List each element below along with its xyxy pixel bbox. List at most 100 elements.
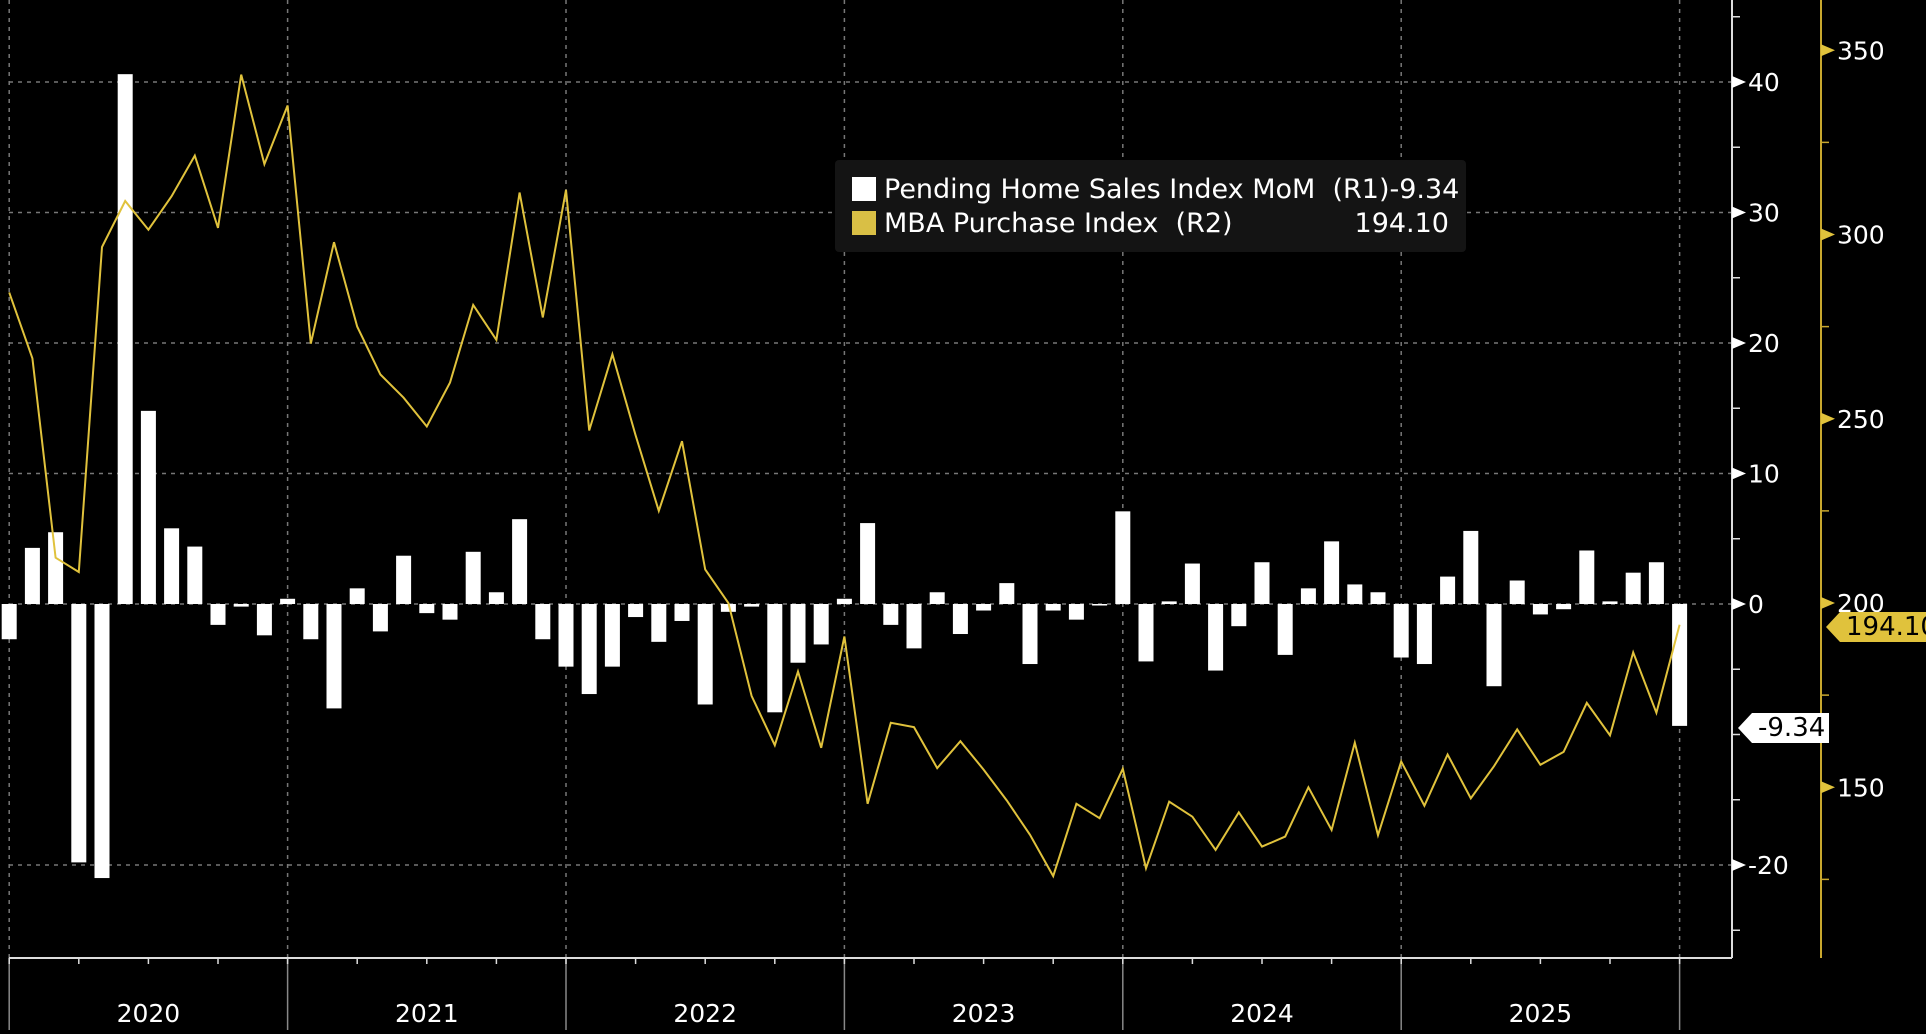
r1-tick-label: 10 xyxy=(1748,460,1780,489)
legend-value: -9.34 xyxy=(1389,173,1460,205)
bar-pending-home-sales xyxy=(164,528,180,604)
bar-pending-home-sales xyxy=(1579,550,1595,604)
bar-pending-home-sales xyxy=(1486,604,1502,687)
bar-pending-home-sales xyxy=(1115,511,1131,604)
bar-pending-home-sales xyxy=(1254,562,1270,604)
bar-pending-home-sales xyxy=(1532,604,1548,615)
r1-tick-arrow xyxy=(1732,76,1746,88)
bar-pending-home-sales xyxy=(396,555,412,604)
bar-pending-home-sales xyxy=(1,604,17,640)
legend-item-mba-purchase: MBA Purchase Index (R2) 194.10 xyxy=(852,207,1449,239)
bar-pending-home-sales xyxy=(465,551,481,604)
legend-swatch-yellow xyxy=(852,211,876,235)
bar-pending-home-sales xyxy=(535,604,551,640)
bar-pending-home-sales xyxy=(674,604,690,621)
r2-tick-arrow xyxy=(1821,228,1835,241)
x-tick-label-2021: 2021 xyxy=(395,999,459,1028)
r2-tick-label: 300 xyxy=(1837,221,1885,250)
r2-tick-label: 150 xyxy=(1837,773,1885,802)
bar-pending-home-sales xyxy=(604,604,620,667)
bar-pending-home-sales xyxy=(1509,580,1525,604)
x-tick-label-2024: 2024 xyxy=(1230,999,1294,1028)
bar-pending-home-sales xyxy=(488,592,504,604)
bar-pending-home-sales xyxy=(419,604,435,614)
r1-tick-label: 20 xyxy=(1748,329,1780,358)
bar-pending-home-sales xyxy=(999,583,1015,604)
bar-pending-home-sales xyxy=(233,604,249,607)
r1-tick-arrow xyxy=(1732,598,1746,610)
bar-pending-home-sales xyxy=(628,604,644,618)
bar-pending-home-sales xyxy=(744,604,760,607)
bar-pending-home-sales xyxy=(1092,604,1108,606)
bar-pending-home-sales xyxy=(1416,604,1432,665)
bar-pending-home-sales xyxy=(1045,604,1061,611)
bar-pending-home-sales xyxy=(1393,604,1409,658)
x-tick-label-2025: 2025 xyxy=(1509,999,1573,1028)
bar-pending-home-sales xyxy=(1277,604,1293,655)
bar-pending-home-sales xyxy=(256,604,272,636)
bar-pending-home-sales xyxy=(280,598,296,604)
bar-pending-home-sales xyxy=(1068,604,1084,620)
bar-pending-home-sales xyxy=(140,410,156,604)
legend-item-pending-home-sales: Pending Home Sales Index MoM (R1) -9.34 xyxy=(852,173,1459,205)
r2-last-value-tag: 194.10 xyxy=(1826,612,1926,642)
bar-pending-home-sales xyxy=(1184,563,1200,604)
bar-pending-home-sales xyxy=(883,604,899,625)
bar-pending-home-sales xyxy=(767,604,783,713)
bar-pending-home-sales xyxy=(48,532,64,604)
r1-tick-label: 30 xyxy=(1748,199,1780,228)
bar-pending-home-sales xyxy=(976,604,992,611)
r2-tick-label: 250 xyxy=(1837,405,1885,434)
bar-pending-home-sales xyxy=(1324,541,1340,604)
bar-pending-home-sales xyxy=(349,588,365,604)
bar-pending-home-sales xyxy=(860,523,876,604)
bar-pending-home-sales xyxy=(117,74,133,605)
legend-label: MBA Purchase Index (R2) xyxy=(884,207,1233,239)
bar-pending-home-sales xyxy=(210,604,226,625)
bar-pending-home-sales xyxy=(1300,588,1316,604)
bar-pending-home-sales xyxy=(442,604,458,620)
r1-tick-label: 0 xyxy=(1748,590,1764,619)
bar-pending-home-sales xyxy=(1625,572,1641,604)
bar-pending-home-sales xyxy=(906,604,922,649)
bar-pending-home-sales xyxy=(836,598,852,604)
r2-tick-label: 350 xyxy=(1837,36,1885,65)
bar-pending-home-sales xyxy=(929,592,945,604)
bar-pending-home-sales xyxy=(720,604,736,612)
bar-pending-home-sales xyxy=(1648,562,1664,604)
bar-pending-home-sales xyxy=(697,604,713,705)
r1-tick-label: 40 xyxy=(1748,68,1780,97)
r2-tick-arrow xyxy=(1821,781,1835,794)
x-tick-label-2023: 2023 xyxy=(952,999,1016,1028)
bar-pending-home-sales xyxy=(790,604,806,663)
bar-pending-home-sales xyxy=(1022,604,1038,665)
r1-tick-arrow xyxy=(1732,859,1746,871)
bar-pending-home-sales xyxy=(813,604,829,645)
bar-pending-home-sales xyxy=(1602,601,1618,604)
bar-pending-home-sales xyxy=(1138,604,1154,662)
bar-pending-home-sales xyxy=(1672,604,1688,726)
bar-pending-home-sales xyxy=(1208,604,1224,671)
r2-tick-arrow xyxy=(1821,412,1835,425)
r1-tick-arrow xyxy=(1732,467,1746,480)
bar-pending-home-sales xyxy=(512,519,528,604)
x-tick-label-2022: 2022 xyxy=(673,999,737,1028)
bar-pending-home-sales xyxy=(651,604,667,642)
bar-pending-home-sales xyxy=(24,547,40,604)
r1-tick-label: -20 xyxy=(1748,851,1789,880)
bar-pending-home-sales xyxy=(1463,530,1479,604)
legend-swatch-white xyxy=(852,177,876,201)
legend-value: 194.10 xyxy=(1354,207,1449,239)
bar-pending-home-sales xyxy=(187,546,203,604)
r1-last-value-tag: -9.34 xyxy=(1737,713,1830,743)
bar-pending-home-sales xyxy=(581,604,597,695)
bar-pending-home-sales xyxy=(952,604,968,635)
bar-pending-home-sales xyxy=(372,604,388,632)
bar-pending-home-sales xyxy=(326,604,342,709)
r2-last-value: 194.10 xyxy=(1846,612,1926,642)
line-mba-purchase-index xyxy=(8,74,1681,879)
bar-pending-home-sales xyxy=(1370,592,1386,604)
bar-pending-home-sales xyxy=(558,604,574,667)
bar-pending-home-sales xyxy=(1161,601,1177,604)
